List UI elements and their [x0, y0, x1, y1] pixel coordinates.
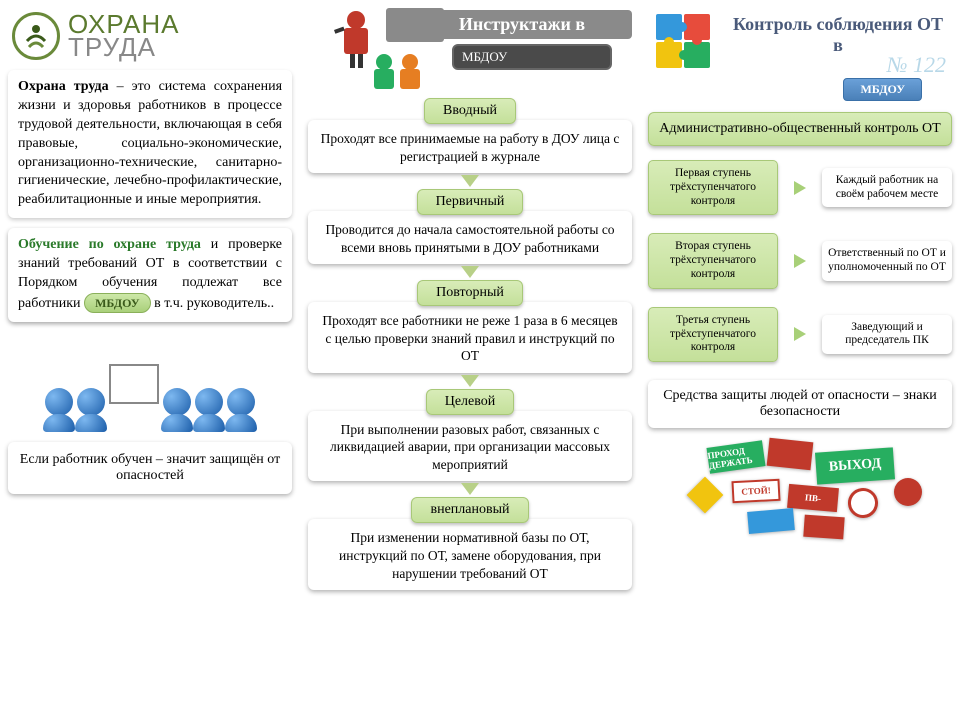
- sign-fire-icon: [894, 478, 922, 506]
- motto: Если работник обучен – значит защищён от…: [8, 442, 292, 494]
- sign-exit: ВЫХОД: [815, 447, 895, 484]
- right-mbdou: МБДОУ: [843, 78, 922, 101]
- instruction-flow: ВводныйПроходят все принимаемые на работ…: [308, 98, 632, 590]
- flow-desc: Проходят все принимаемые на работу в ДОУ…: [308, 120, 632, 173]
- flow-label: Повторный: [417, 280, 523, 306]
- step-right: Каждый работник на своём рабочем месте: [822, 168, 952, 208]
- safety-box: Средства защиты людей от опасности – зна…: [648, 380, 952, 428]
- mid-subtitle: МБДОУ: [452, 44, 612, 70]
- flow-arrow: [461, 175, 479, 187]
- sign-prohibition-icon: [847, 487, 880, 520]
- flow-desc: При изменении нормативной базы по ОТ, ин…: [308, 519, 632, 590]
- definition-title: Охрана труда: [18, 79, 109, 94]
- sign-warning-icon: [687, 477, 724, 514]
- training-title: Обучение по охране труда: [18, 237, 201, 252]
- admin-control-box: Административно-общественный контроль ОТ: [648, 112, 952, 146]
- flow-desc: Проводится до начала самостоятельной раб…: [308, 211, 632, 264]
- logo-line2: ТРУДА: [68, 36, 179, 59]
- step-left: Первая ступень трёхступенчатого контроля: [648, 160, 778, 215]
- definition-block: Охрана труда – это система сохранения жи…: [8, 70, 292, 218]
- right-title: Контроль соблюдения ОТ в: [728, 14, 948, 55]
- sign-blue: [747, 508, 795, 534]
- training-block: Обучение по охране труда и проверке знан…: [8, 228, 292, 322]
- flow-arrow: [461, 483, 479, 495]
- logo: ОХРАНА ТРУДА: [8, 6, 292, 70]
- flow-label: Вводный: [424, 98, 516, 124]
- safety-signs: ПРОХОД ДЕРЖАТЬ ВЫХОД СТОЙ! ПВ-: [648, 438, 952, 548]
- flow-desc: Проходят все работники не реже 1 раза в …: [308, 302, 632, 373]
- flow-label: Первичный: [417, 189, 524, 215]
- step-right: Заведующий и председатель ПК: [822, 315, 952, 355]
- h-arrow-icon: [794, 254, 806, 268]
- flow-label: Целевой: [426, 389, 515, 415]
- flow-arrow: [461, 375, 479, 387]
- puzzle-icon: [648, 6, 718, 76]
- training-pill: МБДОУ: [84, 293, 151, 313]
- step-row: Третья ступень трёхступенчатого контроля…: [648, 307, 952, 362]
- sign-red2: [803, 515, 844, 540]
- sign-prohod: ПРОХОД ДЕРЖАТЬ: [706, 440, 765, 474]
- h-arrow-icon: [794, 181, 806, 195]
- step-left: Вторая ступень трёхступенчатого контроля: [648, 233, 778, 288]
- step-left: Третья ступень трёхступенчатого контроля: [648, 307, 778, 362]
- step-row: Вторая ступень трёхступенчатого контроля…: [648, 233, 952, 288]
- training-body-after: в т.ч. руководитель..: [151, 296, 275, 311]
- sign-pv: ПВ-: [787, 484, 839, 512]
- sign-red: [767, 438, 814, 470]
- flow-arrow: [461, 266, 479, 278]
- definition-body: – это система сохранения жизни и здоровь…: [18, 79, 282, 207]
- logo-icon: [12, 12, 60, 60]
- step-right: Ответственный по ОТ и уполномоченный по …: [822, 241, 952, 281]
- mid-title: Инструктажи в: [412, 10, 632, 39]
- training-illustration: [8, 336, 292, 416]
- flow-desc: При выполнении разовых работ, связанных …: [308, 411, 632, 482]
- three-step-control: Первая ступень трёхступенчатого контроля…: [648, 160, 952, 362]
- h-arrow-icon: [794, 327, 806, 341]
- right-ghost-number: № 122: [887, 52, 946, 78]
- step-row: Первая ступень трёхступенчатого контроля…: [648, 160, 952, 215]
- flow-label: внеплановый: [411, 497, 528, 523]
- sign-stop: СТОЙ!: [731, 479, 780, 503]
